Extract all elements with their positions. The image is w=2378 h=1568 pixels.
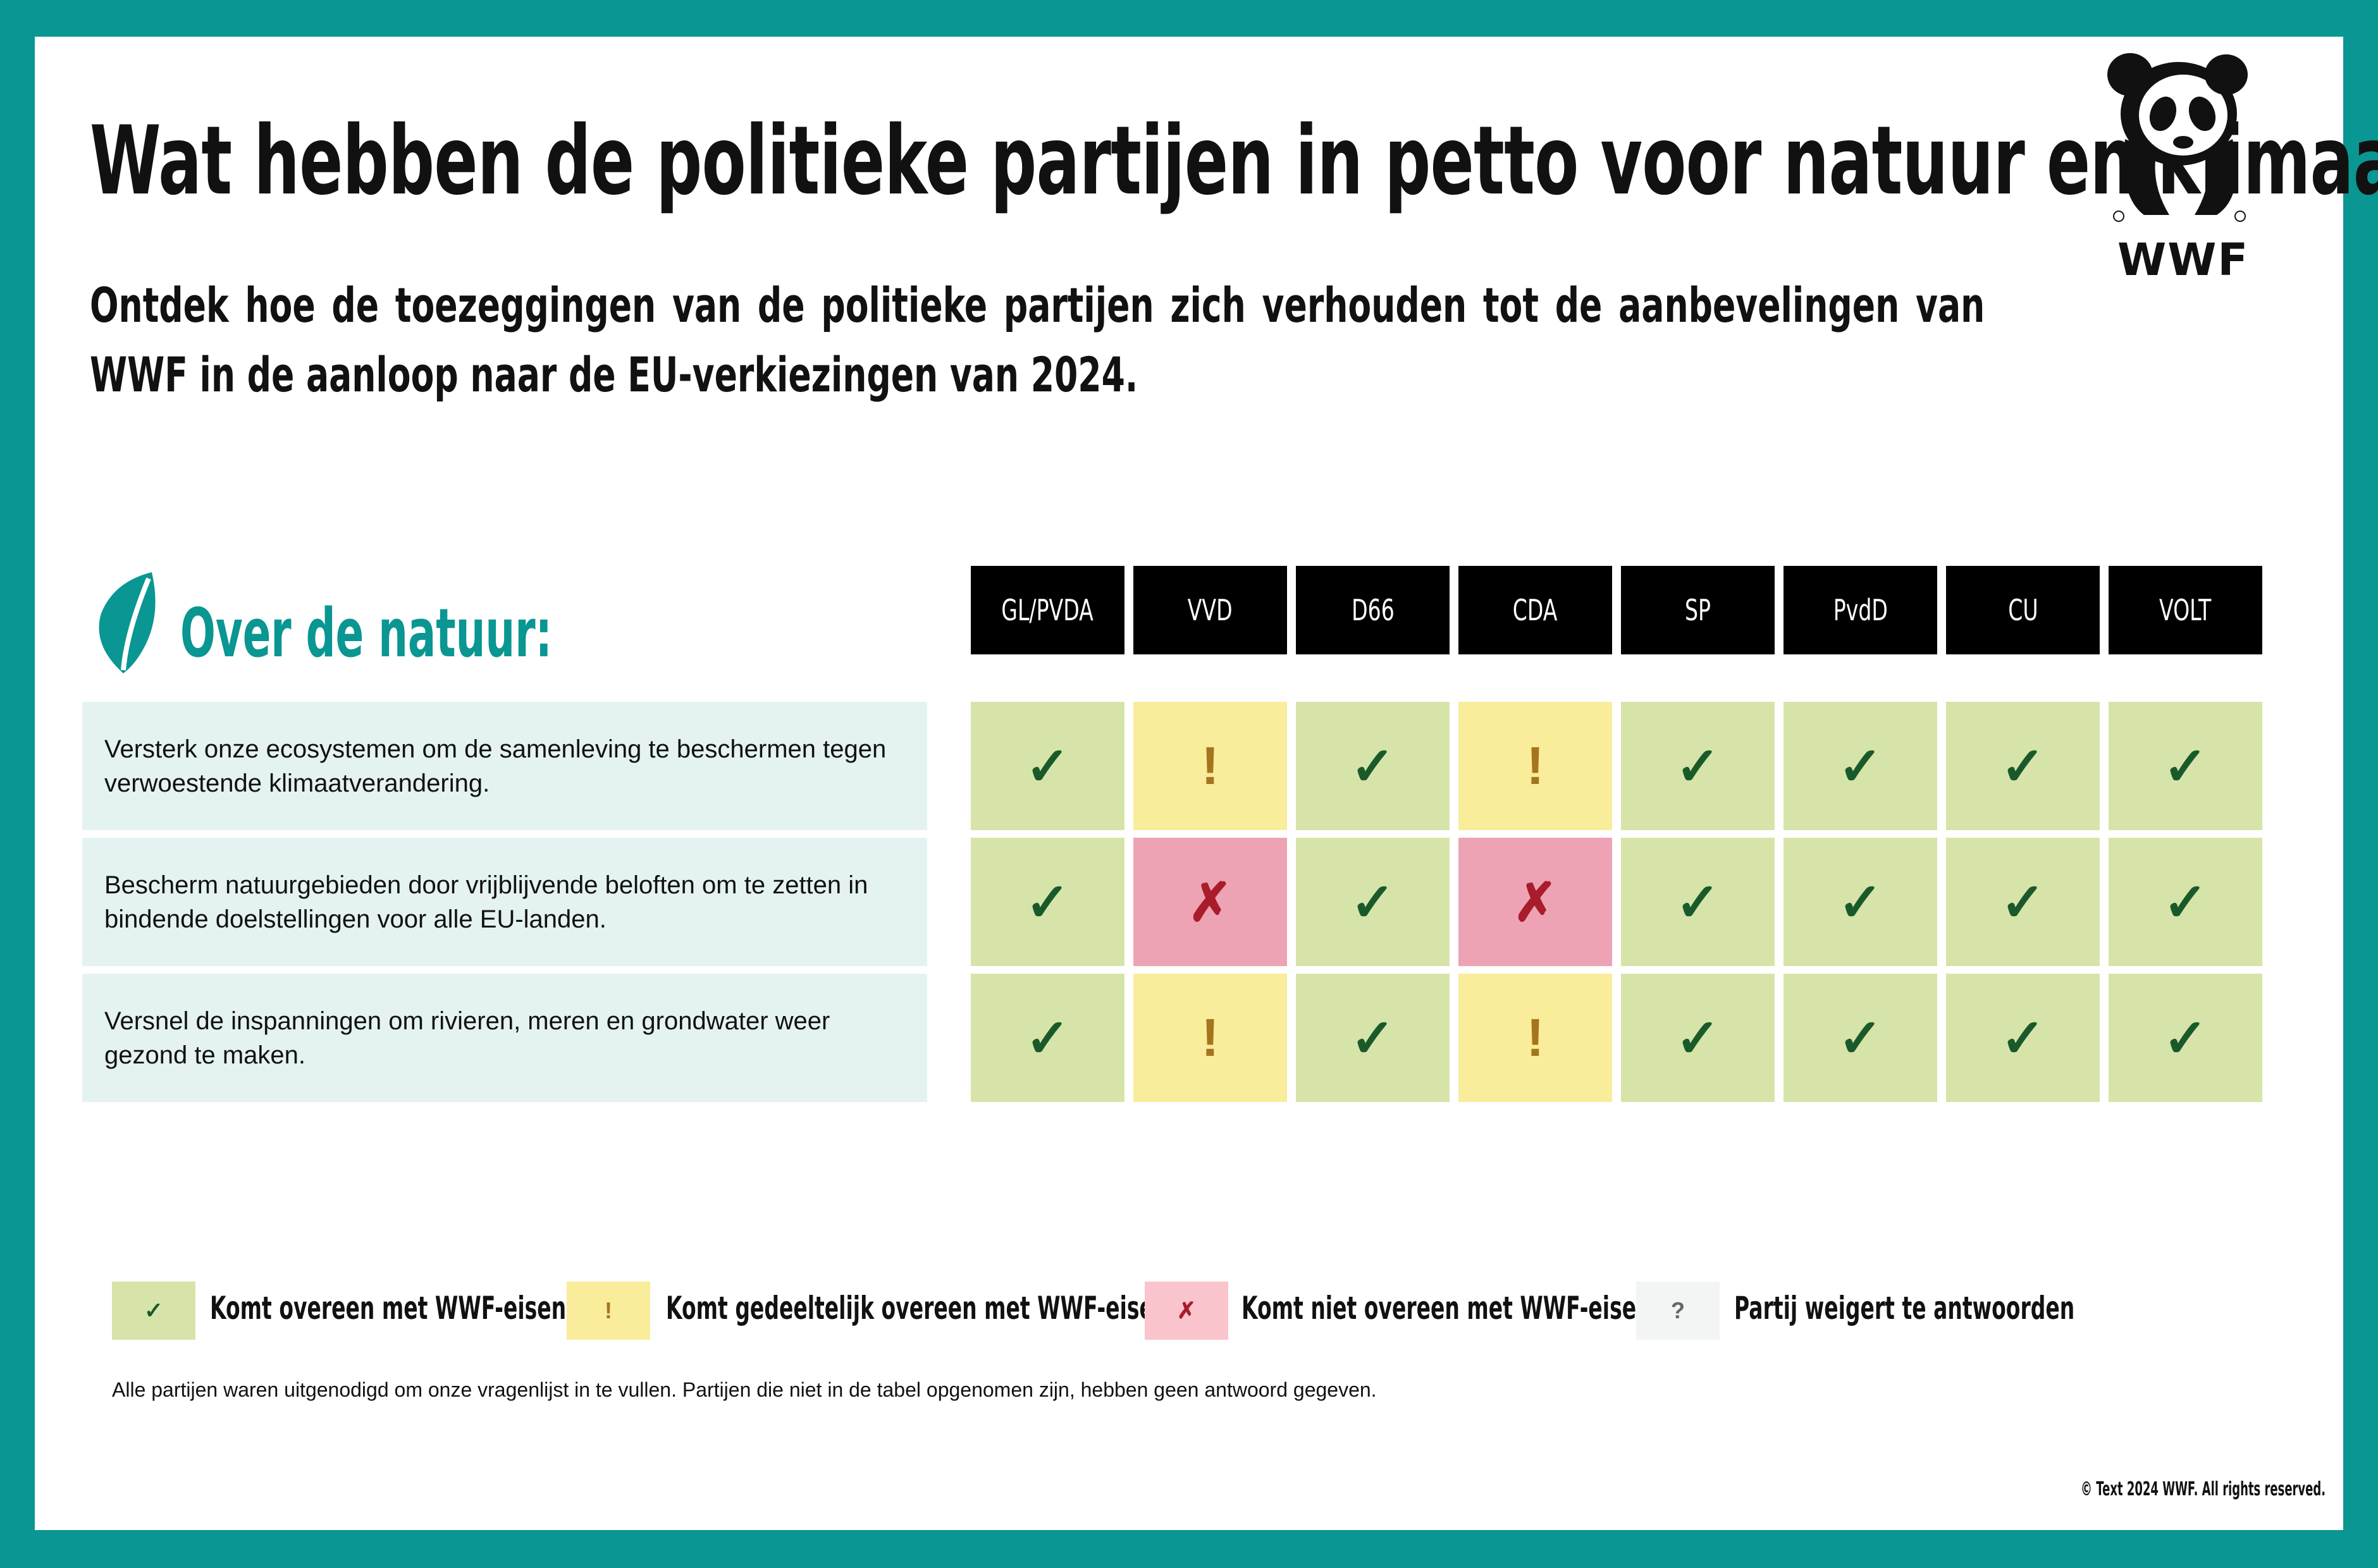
- check-icon: ✓: [144, 1297, 164, 1323]
- criterion-label: Bescherm natuurgebieden door vrijblijven…: [104, 871, 868, 933]
- party-header: VVD: [1133, 566, 1287, 654]
- page-title: Wat hebben de politieke partijen in pett…: [90, 106, 2378, 216]
- rating-cell: ✗: [1133, 838, 1287, 966]
- check-icon: ✓: [1675, 736, 1720, 796]
- rating-cell: ✓: [1296, 974, 1450, 1102]
- party-header: GL/PVDA: [971, 566, 1124, 654]
- party-header: CU: [1946, 566, 2100, 654]
- legend-label: Komt gedeeltelijk overeen met WWF-eisen: [666, 1290, 1169, 1326]
- exclamation-icon: !: [1201, 1008, 1219, 1067]
- rating-cell: !: [1458, 974, 1612, 1102]
- legend-swatch-partial: !: [567, 1282, 650, 1340]
- rating-cell: ✓: [1784, 702, 1937, 830]
- question-icon: ?: [1671, 1297, 1685, 1323]
- footnote: Alle partijen waren uitgenodigd om onze …: [112, 1378, 1377, 1401]
- criterion-row: Versnel de inspanningen om rivieren, mer…: [82, 974, 927, 1102]
- rating-cell: ✓: [971, 974, 1124, 1102]
- check-icon: ✓: [1675, 872, 1720, 932]
- criterion-row: Bescherm natuurgebieden door vrijblijven…: [82, 838, 927, 966]
- exclamation-icon: !: [1526, 1008, 1544, 1067]
- criterion-label: Versnel de inspanningen om rivieren, mer…: [104, 1007, 830, 1069]
- check-icon: ✓: [1838, 736, 1883, 796]
- rating-cell: !: [1133, 974, 1287, 1102]
- check-icon: ✓: [2163, 872, 2208, 932]
- rating-cell: ✗: [1458, 838, 1612, 966]
- rating-cell: ✓: [971, 702, 1124, 830]
- check-icon: ✓: [1025, 872, 1070, 932]
- check-icon: ✓: [1675, 1008, 1720, 1068]
- party-header-label: CDA: [1513, 593, 1558, 627]
- rating-cell: ✓: [1946, 838, 2100, 966]
- party-header-label: D66: [1351, 593, 1395, 627]
- rating-cell: ✓: [2109, 702, 2262, 830]
- rating-cell: ✓: [1296, 838, 1450, 966]
- check-icon: ✓: [1350, 872, 1395, 932]
- party-header: PvdD: [1784, 566, 1937, 654]
- legend-swatch-refused: ?: [1636, 1282, 1720, 1340]
- exclamation-icon: !: [605, 1297, 612, 1323]
- exclamation-icon: !: [1201, 736, 1219, 795]
- check-icon: ✓: [1025, 1008, 1070, 1068]
- party-header-label: SP: [1684, 593, 1711, 627]
- rating-cell: ✓: [1946, 702, 2100, 830]
- rating-cell: ✓: [2109, 838, 2262, 966]
- rating-cell: ✓: [1784, 838, 1937, 966]
- party-header: VOLT: [2109, 566, 2262, 654]
- check-icon: ✓: [1025, 736, 1070, 796]
- check-icon: ✓: [2163, 1008, 2208, 1068]
- check-icon: ✓: [2000, 872, 2045, 932]
- party-header-label: GL/PVDA: [1001, 593, 1094, 627]
- rating-cell: !: [1133, 702, 1287, 830]
- check-icon: ✓: [1350, 1008, 1395, 1068]
- section-title: Over de natuur:: [180, 594, 552, 672]
- rating-cell: ✓: [1296, 702, 1450, 830]
- rating-cell: ✓: [1784, 974, 1937, 1102]
- rating-cell: !: [1458, 702, 1612, 830]
- rating-cell: ✓: [1621, 702, 1775, 830]
- copyright: © Text 2024 WWF. All rights reserved.: [2081, 1478, 2326, 1500]
- legend-label: Partij weigert te antwoorden: [1734, 1290, 2075, 1326]
- party-header-label: VVD: [1188, 593, 1233, 627]
- legend-label: Komt niet overeen met WWF-eisen: [1241, 1290, 1651, 1326]
- party-header: D66: [1296, 566, 1450, 654]
- rating-cell: ✓: [2109, 974, 2262, 1102]
- panda-logo-icon: [2107, 53, 2248, 222]
- wwf-logo-text: WWF: [2117, 234, 2250, 286]
- legend-label: Komt overeen met WWF-eisen: [210, 1290, 567, 1326]
- check-icon: ✓: [1838, 1008, 1883, 1068]
- legend-swatch-no-match: ✗: [1145, 1282, 1228, 1340]
- leaf-icon: [99, 572, 156, 673]
- rating-cell: ✓: [971, 838, 1124, 966]
- criterion-row: Versterk onze ecosystemen om de samenlev…: [82, 702, 927, 830]
- exclamation-icon: !: [1526, 736, 1544, 795]
- party-header: CDA: [1458, 566, 1612, 654]
- cross-icon: ✗: [1188, 872, 1233, 932]
- criterion-label: Versterk onze ecosystemen om de samenlev…: [104, 735, 887, 797]
- party-header-label: PvdD: [1833, 593, 1888, 627]
- cross-icon: ✗: [1176, 1297, 1197, 1323]
- rating-cell: ✓: [1621, 838, 1775, 966]
- party-header-label: VOLT: [2159, 593, 2212, 627]
- check-icon: ✓: [2000, 736, 2045, 796]
- party-header-label: CU: [2007, 593, 2038, 627]
- check-icon: ✓: [2000, 1008, 2045, 1068]
- page-subtitle: Ontdek hoe de toezeggingen van de politi…: [90, 277, 1985, 403]
- check-icon: ✓: [1838, 872, 1883, 932]
- check-icon: ✓: [1350, 736, 1395, 796]
- rating-cell: ✓: [1946, 974, 2100, 1102]
- check-icon: ✓: [2163, 736, 2208, 796]
- party-header: SP: [1621, 566, 1775, 654]
- cross-icon: ✗: [1513, 872, 1558, 932]
- rating-cell: ✓: [1621, 974, 1775, 1102]
- legend-swatch-match: ✓: [112, 1282, 195, 1340]
